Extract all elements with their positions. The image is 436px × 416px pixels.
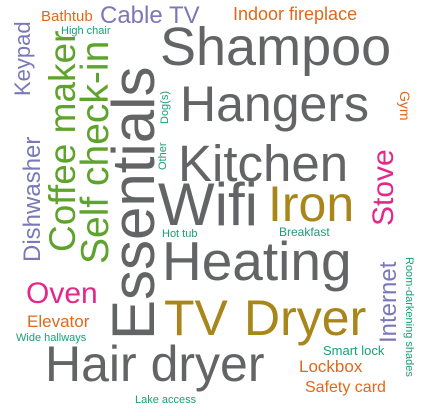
word-oven: Oven <box>26 277 98 310</box>
word-dogs: Dog(s) <box>159 90 171 124</box>
word-cable-tv: Cable TV <box>100 2 200 29</box>
word-breakfast: Breakfast <box>279 225 330 239</box>
word-wide-hallways: Wide hallways <box>16 332 87 344</box>
word-elevator: Elevator <box>27 312 90 331</box>
word-smart-lock: Smart lock <box>323 343 385 358</box>
word-room-darkening-shades: Room-darkening shades <box>403 257 415 377</box>
word-internet: Internet <box>375 261 402 343</box>
word-bathtub: Bathtub <box>41 8 93 25</box>
word-tv: TV <box>164 290 228 346</box>
word-gym: Gym <box>397 91 413 121</box>
word-hot-tub: Hot tub <box>162 228 198 240</box>
word-wifi: Wifi <box>158 171 258 238</box>
word-stove: Stove <box>367 149 400 226</box>
word-dryer: Dryer <box>244 290 367 346</box>
word-other: Other <box>157 142 169 170</box>
word-lake-access: Lake access <box>135 394 197 406</box>
word-safety-card: Safety card <box>305 379 386 396</box>
word-indoor-fireplace: Indoor fireplace <box>233 4 358 24</box>
word-hair-dryer: Hair dryer <box>45 336 265 392</box>
word-hangers: Hangers <box>180 76 369 132</box>
word-lockbox: Lockbox <box>299 357 363 376</box>
word-shampoo: Shampoo <box>160 17 392 77</box>
word-kitchen: Kitchen <box>178 135 349 192</box>
word-iron: Iron <box>268 176 355 232</box>
word-keypad: Keypad <box>10 21 35 96</box>
word-self-check-in: Self check-in <box>74 40 117 264</box>
word-heating: Heating <box>162 230 352 292</box>
word-dishwasher: Dishwasher <box>19 136 46 262</box>
word-high-chair: High chair <box>61 25 111 37</box>
